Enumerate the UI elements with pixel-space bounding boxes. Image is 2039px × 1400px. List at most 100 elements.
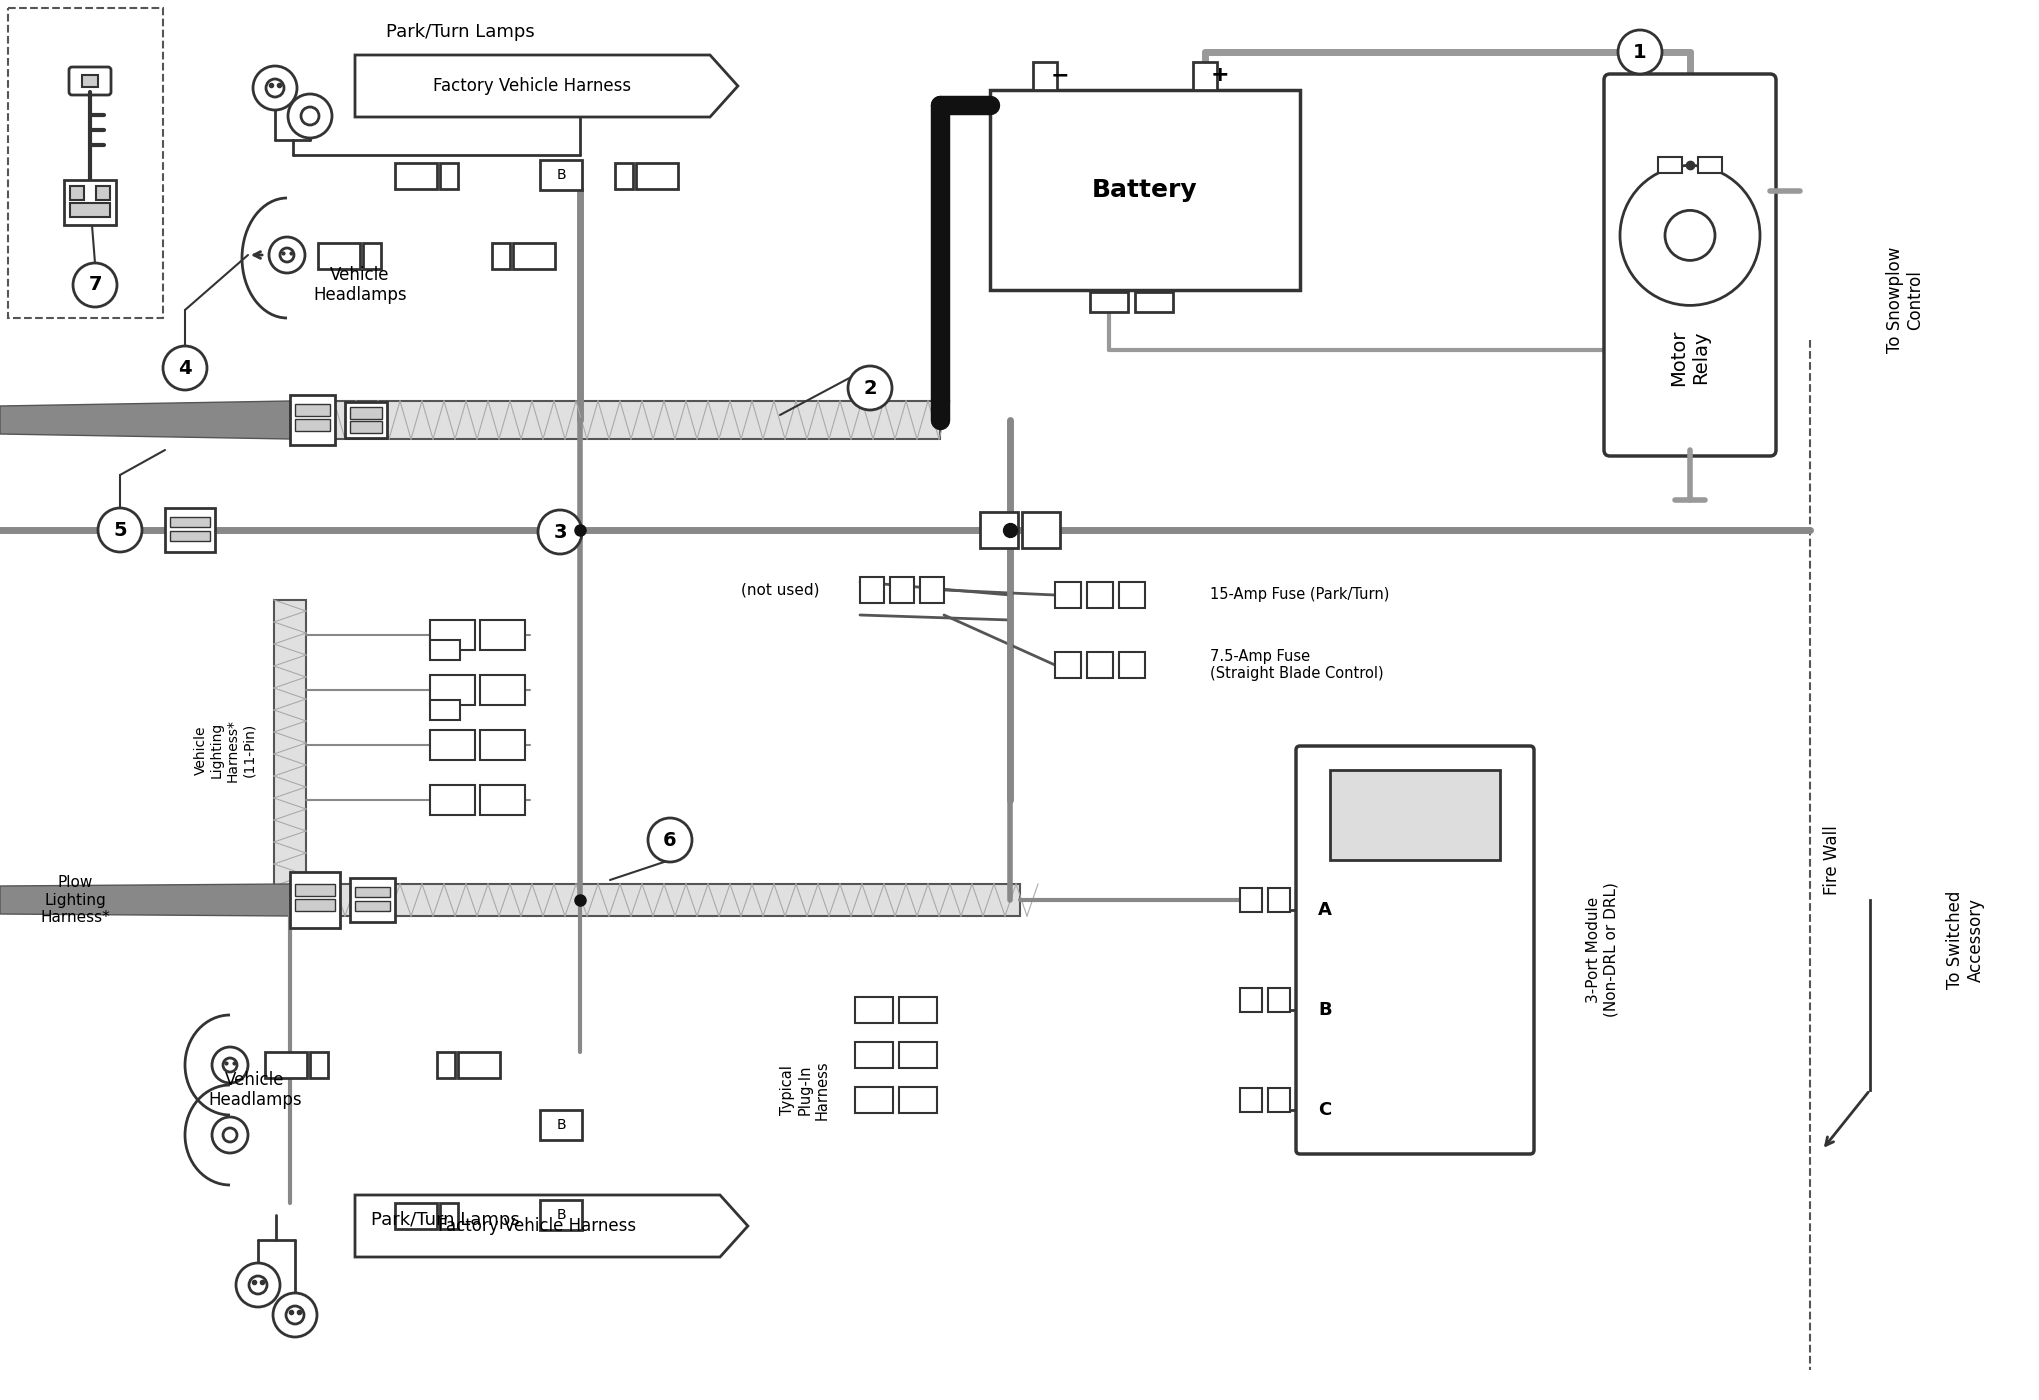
Bar <box>981 512 1017 547</box>
Bar <box>1698 157 1723 174</box>
Bar <box>69 203 110 217</box>
Bar <box>169 517 210 526</box>
Bar <box>479 675 524 706</box>
Text: Vehicle
Headlamps: Vehicle Headlamps <box>314 266 408 304</box>
Bar <box>1022 512 1060 547</box>
Bar <box>540 160 581 190</box>
Bar <box>1119 582 1146 608</box>
Text: (not used): (not used) <box>740 582 820 598</box>
Bar <box>290 872 341 928</box>
Bar <box>540 1110 581 1140</box>
Bar <box>290 395 334 445</box>
Bar <box>514 244 555 269</box>
Bar <box>899 997 938 1023</box>
Text: Park/Turn Lamps: Park/Turn Lamps <box>371 1211 520 1229</box>
Bar <box>318 244 361 269</box>
Text: 3: 3 <box>553 522 567 542</box>
Circle shape <box>285 1306 304 1324</box>
Text: C: C <box>1319 1100 1331 1119</box>
Bar <box>1054 652 1081 678</box>
Bar <box>440 162 459 189</box>
Text: Factory Vehicle Harness: Factory Vehicle Harness <box>438 1217 636 1235</box>
Bar <box>491 244 510 269</box>
Circle shape <box>1621 165 1760 305</box>
Bar <box>440 1203 459 1229</box>
Bar <box>479 620 524 650</box>
Circle shape <box>212 1047 249 1084</box>
Bar <box>1658 157 1682 174</box>
Bar <box>310 1051 328 1078</box>
Bar <box>351 421 381 433</box>
Bar <box>355 902 389 911</box>
Bar <box>345 402 387 438</box>
Text: To Switched
Accessory: To Switched Accessory <box>1945 890 1984 990</box>
Bar <box>540 1200 581 1231</box>
Circle shape <box>848 365 891 410</box>
Polygon shape <box>0 400 290 440</box>
Bar <box>296 405 330 416</box>
Text: Fire Wall: Fire Wall <box>1823 825 1841 895</box>
Text: B: B <box>1317 1001 1331 1019</box>
Bar <box>889 577 913 603</box>
Circle shape <box>287 94 332 139</box>
Bar <box>854 1042 893 1068</box>
Circle shape <box>237 1263 279 1308</box>
Circle shape <box>269 237 306 273</box>
Bar <box>430 640 461 659</box>
Bar <box>1240 1088 1262 1112</box>
Text: 3-Port Module
(Non-DRL or DRL): 3-Port Module (Non-DRL or DRL) <box>1586 882 1619 1018</box>
Text: 1: 1 <box>1633 42 1648 62</box>
Bar <box>436 1051 455 1078</box>
Bar <box>1240 888 1262 911</box>
Bar <box>430 675 475 706</box>
Bar <box>1034 62 1056 90</box>
Bar <box>430 729 475 760</box>
Bar <box>290 883 1020 916</box>
Circle shape <box>265 78 283 97</box>
FancyBboxPatch shape <box>1297 746 1533 1154</box>
Bar <box>1087 652 1113 678</box>
Circle shape <box>163 346 208 391</box>
Polygon shape <box>0 883 290 916</box>
Bar <box>636 162 679 189</box>
Circle shape <box>302 106 318 125</box>
Text: 4: 4 <box>177 358 192 378</box>
Bar <box>854 1086 893 1113</box>
Text: Vehicle
Lighting
Harness*
(11-Pin): Vehicle Lighting Harness* (11-Pin) <box>194 718 257 781</box>
Text: 2: 2 <box>862 378 877 398</box>
Circle shape <box>253 66 298 111</box>
Circle shape <box>222 1128 237 1142</box>
Bar <box>273 601 306 900</box>
Text: Vehicle
Headlamps: Vehicle Headlamps <box>208 1071 302 1109</box>
Circle shape <box>222 1058 237 1072</box>
Text: B: B <box>557 1119 565 1133</box>
Bar <box>899 1042 938 1068</box>
Text: B: B <box>557 1208 565 1222</box>
Bar <box>363 244 381 269</box>
Text: 15-Amp Fuse (Park/Turn): 15-Amp Fuse (Park/Turn) <box>1209 588 1389 602</box>
Bar <box>1268 988 1291 1012</box>
Bar <box>265 1051 308 1078</box>
Text: 7: 7 <box>88 276 102 294</box>
Text: +: + <box>1211 64 1230 85</box>
Bar <box>1240 988 1262 1012</box>
Bar <box>290 400 940 440</box>
Text: 5: 5 <box>114 521 126 539</box>
Bar <box>1091 293 1128 312</box>
Bar <box>616 162 632 189</box>
Text: A: A <box>1317 902 1331 918</box>
Bar <box>1268 888 1291 911</box>
Bar <box>1329 770 1501 860</box>
Bar <box>351 878 396 923</box>
Circle shape <box>273 1294 316 1337</box>
Text: Battery: Battery <box>1093 178 1197 202</box>
Bar <box>355 888 389 897</box>
Bar <box>296 899 334 911</box>
Bar <box>991 90 1301 290</box>
Bar <box>63 181 116 225</box>
Circle shape <box>98 508 143 552</box>
Bar <box>860 577 885 603</box>
Circle shape <box>648 818 691 862</box>
Circle shape <box>73 263 116 307</box>
Bar <box>479 785 524 815</box>
